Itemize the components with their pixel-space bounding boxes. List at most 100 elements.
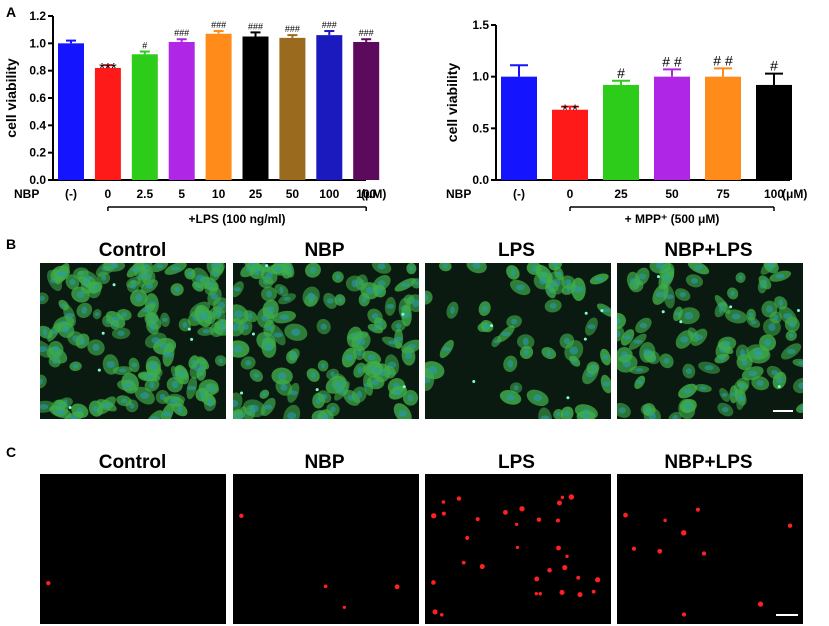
cell-nucleus: [546, 349, 552, 357]
bar-1: [552, 109, 588, 180]
red-puncta: [536, 517, 542, 522]
significance-label-1: ***: [99, 60, 117, 77]
cell-nucleus: [235, 414, 245, 419]
bright-spot: [101, 331, 105, 335]
cell-nucleus: [618, 407, 626, 414]
cell-nucleus: [387, 340, 397, 345]
red-puncta: [577, 592, 583, 598]
panel-b-image-lps: [425, 263, 611, 419]
cell-nucleus: [789, 333, 794, 339]
cell-nucleus: [198, 312, 209, 320]
cell-nucleus: [374, 367, 380, 373]
cell-nucleus: [291, 328, 301, 337]
significance-label-4: # #: [713, 52, 733, 68]
cell-nucleus: [122, 383, 131, 389]
cell-nucleus: [768, 263, 774, 270]
red-puncta: [323, 584, 328, 589]
cell-nucleus: [310, 371, 316, 379]
panel-c-title-nbp: NBP: [304, 452, 345, 473]
red-puncta: [787, 523, 793, 528]
cell-nucleus: [481, 305, 488, 312]
cell-nucleus: [254, 268, 261, 276]
significance-label-6: ###: [285, 24, 300, 34]
bright-spot: [240, 391, 244, 395]
y-tick-label: 1.5: [472, 18, 489, 32]
cell-nucleus: [766, 305, 773, 313]
cell-nucleus: [679, 291, 686, 298]
red-puncta: [556, 545, 561, 551]
cell-nucleus: [337, 297, 343, 303]
cell-nucleus: [102, 403, 112, 408]
cell-nucleus: [617, 330, 621, 338]
cell-nucleus: [582, 413, 590, 419]
cell-nucleus: [394, 389, 402, 396]
bright-spot: [490, 324, 494, 328]
bar-4: [705, 76, 741, 180]
cell-nucleus: [92, 343, 100, 352]
cell-nucleus: [140, 392, 150, 399]
significance-label-2: #: [617, 65, 625, 81]
cell-nucleus: [617, 317, 621, 325]
cell-nucleus: [144, 264, 150, 269]
bright-spot: [265, 264, 269, 268]
panel-c-image-nbp-lps: [617, 474, 803, 624]
cell-nucleus: [220, 320, 225, 328]
red-puncta: [576, 575, 581, 580]
panel-label-b: B: [6, 236, 17, 252]
red-puncta: [534, 591, 538, 596]
bar-2: [131, 54, 158, 181]
cell-nucleus: [736, 397, 746, 402]
cell-nucleus: [636, 380, 643, 385]
cell-nucleus: [330, 371, 335, 378]
panel-b-title-nbp: NBP: [304, 240, 345, 261]
cell-nucleus: [57, 271, 67, 276]
cell-nucleus: [764, 338, 771, 347]
red-puncta: [681, 530, 687, 536]
bar-4: [205, 33, 232, 181]
significance-label-3: # #: [662, 53, 682, 69]
panel-c-image-lps: [425, 474, 611, 624]
cell-nucleus: [69, 415, 79, 419]
cell-nucleus: [193, 365, 204, 372]
bar-8: [353, 41, 380, 180]
cell-nucleus: [778, 299, 784, 307]
bright-spot: [401, 312, 405, 316]
cell-nucleus: [522, 337, 529, 346]
cell-nucleus: [145, 375, 155, 379]
cell-nucleus: [414, 280, 419, 286]
cell-nucleus: [484, 323, 490, 330]
bright-spot: [729, 305, 733, 309]
red-puncta: [431, 513, 437, 519]
cell-nucleus: [740, 383, 745, 388]
cell-nucleus: [287, 412, 297, 419]
x-tick-label-0: (-): [65, 187, 77, 201]
x-tick-label-0: (-): [513, 187, 525, 201]
significance-label-4: ###: [211, 20, 226, 30]
panel-c-image-nbp: [233, 474, 419, 624]
cell-nucleus: [748, 312, 754, 317]
cell-nucleus: [565, 279, 572, 286]
cell-nucleus: [638, 273, 646, 280]
cell-nucleus: [685, 368, 692, 374]
cell-nucleus: [549, 302, 557, 309]
y-tick-label: 0.0: [29, 173, 46, 187]
cell-nucleus: [321, 394, 328, 400]
red-puncta: [46, 580, 51, 586]
cell-nucleus: [150, 323, 155, 331]
cell-nucleus: [142, 308, 151, 313]
red-puncta: [534, 576, 540, 582]
cell-nucleus: [515, 284, 525, 291]
bright-spot: [472, 380, 476, 384]
cell-nucleus: [563, 337, 570, 345]
cell-nucleus: [523, 349, 530, 356]
cell-nucleus: [279, 314, 290, 320]
cell-nucleus: [721, 392, 728, 397]
cell-nucleus: [112, 322, 118, 327]
cell-nucleus: [283, 296, 291, 301]
cell-nucleus: [162, 317, 168, 323]
bar-3: [654, 76, 690, 180]
cell-nucleus: [378, 320, 383, 328]
cell-nucleus: [320, 323, 327, 330]
x-tick-label-3: 5: [178, 187, 185, 201]
cell-nucleus: [635, 368, 644, 372]
